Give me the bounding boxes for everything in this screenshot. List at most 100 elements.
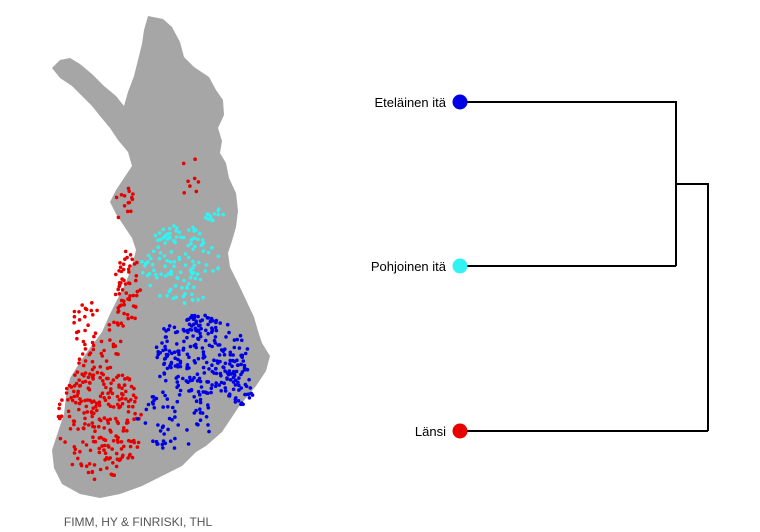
map-point [116, 352, 120, 357]
map-point [88, 448, 93, 453]
map-point [198, 331, 202, 336]
map-point [72, 384, 77, 388]
map-point [186, 255, 191, 260]
map-point [122, 278, 126, 283]
map-point [188, 275, 193, 280]
map-point [129, 209, 133, 214]
map-point [162, 372, 167, 376]
map-point [216, 254, 221, 258]
map-point [192, 343, 197, 348]
map-point [195, 372, 200, 377]
map-point [210, 363, 214, 368]
map-point [122, 426, 126, 430]
map-point [201, 241, 206, 246]
map-point [126, 404, 131, 409]
map-point [180, 285, 184, 290]
map-point [110, 473, 115, 477]
map-point [192, 411, 197, 415]
map-point [127, 270, 131, 274]
map-point [182, 301, 187, 305]
map-point [156, 352, 160, 357]
map-point [93, 331, 98, 336]
map-point [91, 313, 95, 317]
map-point [198, 379, 203, 384]
map-point [77, 407, 81, 412]
map-point [116, 323, 120, 327]
map-point [175, 363, 180, 367]
map-point [113, 292, 118, 297]
map-point [172, 264, 176, 269]
map-point [130, 257, 134, 262]
map-point [172, 325, 177, 330]
map-point [189, 237, 194, 242]
map-point [203, 269, 207, 273]
map-point [83, 314, 87, 319]
map-point [160, 341, 164, 345]
map-point [126, 410, 131, 414]
map-point [105, 366, 110, 371]
map-point [174, 295, 179, 300]
map-point [172, 239, 176, 243]
map-point [186, 442, 191, 446]
map-point [236, 363, 240, 367]
map-point [163, 264, 167, 269]
map-point [90, 400, 94, 405]
map-point [175, 342, 179, 346]
map-point [191, 247, 195, 251]
map-point [165, 397, 170, 401]
map-point [155, 275, 159, 280]
map-point [185, 366, 189, 371]
map-point [103, 438, 108, 443]
map-point [77, 401, 82, 406]
map-point [120, 396, 124, 401]
map-point [111, 378, 116, 382]
leaf-dot [452, 258, 468, 274]
map-point [210, 383, 214, 387]
dendrogram: Eteläinen itä Pohjoinen itä Länsi [371, 94, 709, 439]
map-point [232, 359, 237, 364]
map-point [177, 393, 182, 397]
map-point [155, 355, 159, 360]
map-point [72, 309, 77, 314]
map-point [175, 380, 180, 384]
map-point [201, 352, 206, 357]
map-point [139, 412, 143, 417]
map-point [95, 408, 99, 413]
map-point [198, 397, 203, 402]
map-point [84, 443, 89, 447]
leaf-dot [452, 94, 468, 110]
map-point [228, 350, 233, 355]
map-point [211, 319, 215, 323]
map-point [97, 403, 102, 408]
map-point [128, 264, 132, 268]
leaf-west: Länsi [415, 423, 468, 439]
map-point [176, 423, 180, 427]
map-point [97, 450, 102, 455]
map-point [173, 330, 178, 335]
map-point [70, 398, 75, 403]
map-point [184, 379, 189, 383]
map-point [90, 301, 94, 305]
map-point [199, 385, 204, 389]
map-point [74, 400, 78, 405]
map-point [195, 328, 200, 333]
map-point [248, 386, 253, 390]
map-point [201, 295, 205, 300]
map-point [164, 378, 168, 383]
map-point [228, 353, 233, 357]
map-point [201, 350, 206, 354]
map-point [198, 334, 203, 339]
map-point [112, 320, 116, 325]
map-point [172, 446, 177, 450]
map-point [210, 344, 214, 349]
map-point [165, 293, 169, 298]
map-point [104, 456, 109, 460]
map-point [165, 237, 170, 241]
map-point [232, 345, 237, 350]
map-point [187, 355, 191, 360]
map-point [190, 313, 194, 318]
map-point [109, 381, 113, 386]
map-point [236, 380, 240, 385]
map-point [191, 266, 195, 270]
map-point [175, 226, 179, 230]
